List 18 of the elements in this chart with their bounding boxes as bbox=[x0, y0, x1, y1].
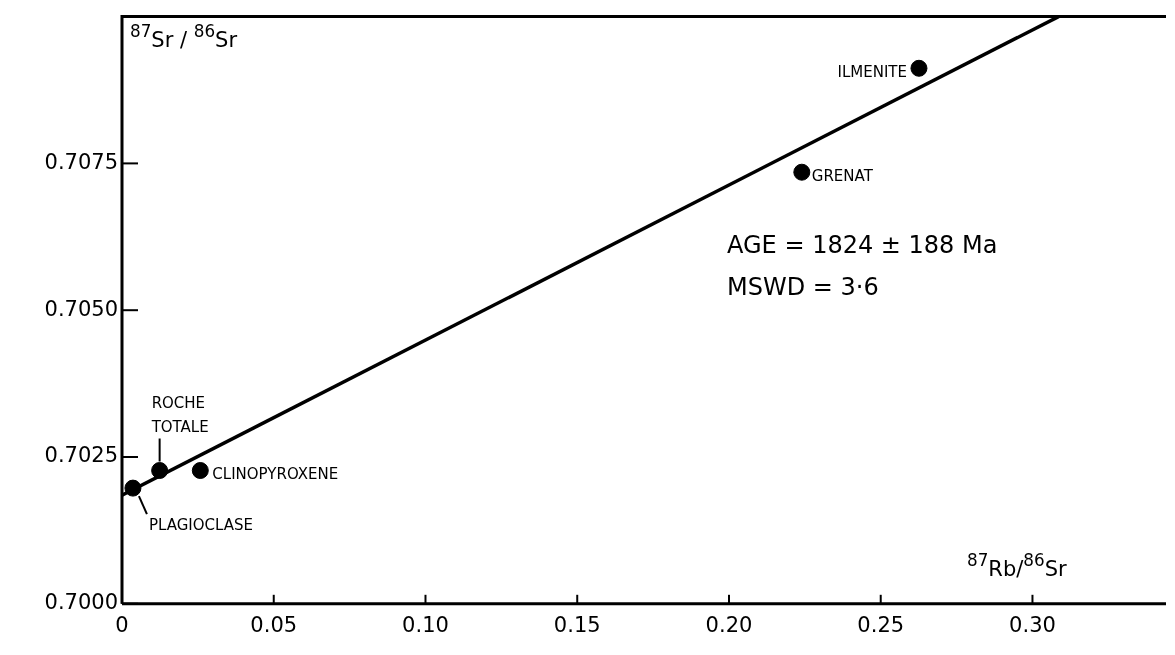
annotation: ILMENITE bbox=[837, 63, 907, 82]
annotation: AGE = 1824 ± 188 Ma bbox=[727, 230, 998, 259]
y-tick-label: 0.7000 bbox=[44, 590, 118, 615]
y-tick-label: 0.7025 bbox=[44, 443, 118, 468]
annotation: PLAGIOCLASE bbox=[148, 516, 253, 535]
x-tick-label: 0.15 bbox=[553, 612, 601, 637]
x-tick-label: 0.30 bbox=[1009, 612, 1056, 637]
x-tick-label: 0.10 bbox=[402, 612, 449, 637]
y-tick-label: 0.7050 bbox=[44, 296, 118, 321]
x-tick-label: 0.05 bbox=[250, 612, 298, 637]
annotation: ROCHE TOTALE bbox=[150, 394, 209, 437]
annotation: GRENAT bbox=[811, 167, 874, 186]
x-tick-label: 0.20 bbox=[705, 612, 753, 637]
y-tick-label: 0.7075 bbox=[44, 149, 118, 174]
annotation: MSWD = 3·6 bbox=[727, 272, 879, 301]
x-tick-label: 0.25 bbox=[857, 612, 905, 637]
x-tick-label: 0 bbox=[115, 612, 129, 637]
annotation: CLINOPYROXENE bbox=[212, 465, 339, 484]
